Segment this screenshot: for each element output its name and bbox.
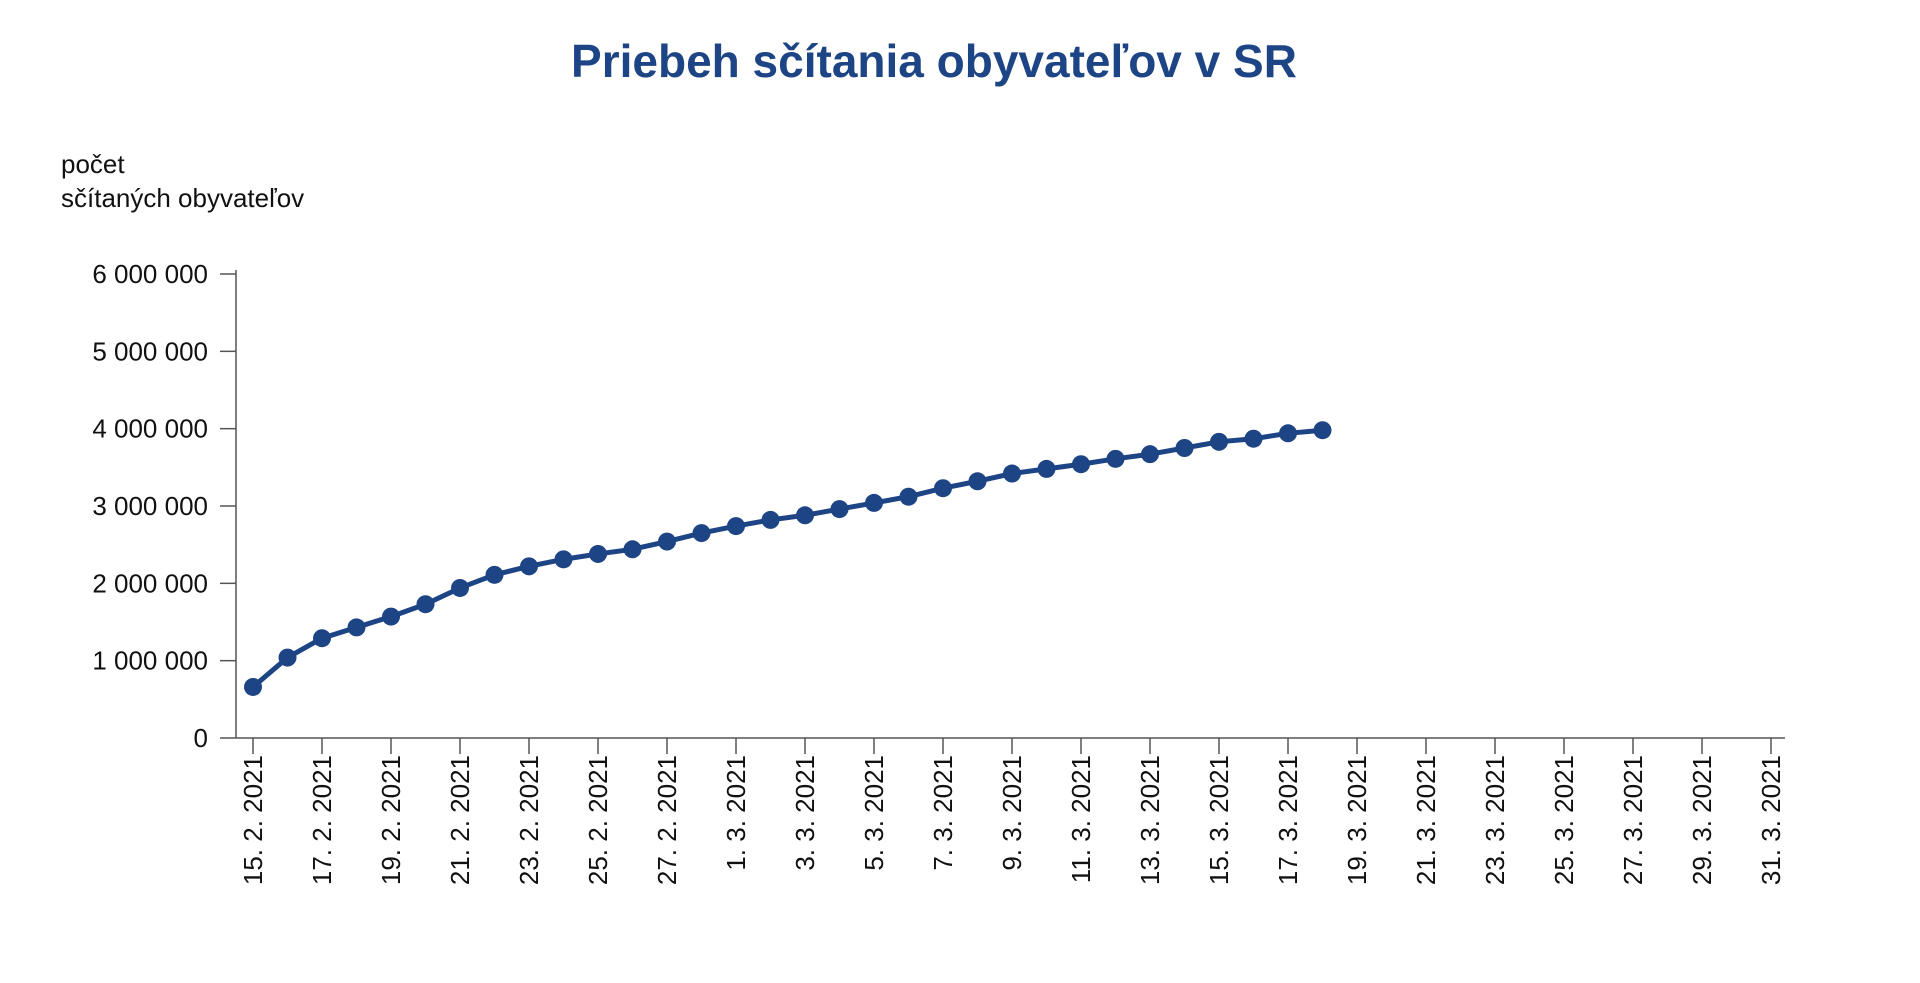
x-tick-label: 7. 3. 2021	[928, 755, 958, 871]
x-tick-label: 11. 3. 2021	[1066, 755, 1096, 883]
y-axis-label: počet sčítaných obyvateľov	[61, 147, 304, 215]
data-point	[520, 557, 538, 576]
y-tick-label: 6 000 000	[92, 259, 208, 289]
x-tick-label: 25. 2. 2021	[583, 755, 613, 885]
data-point	[623, 540, 642, 559]
data-point	[658, 532, 676, 551]
x-tick-label: 15. 2. 2021	[238, 755, 268, 885]
y-tick-label: 4 000 000	[92, 414, 208, 444]
x-tick-label: 23. 3. 2021	[1480, 755, 1510, 885]
data-point	[278, 648, 297, 667]
y-axis-label-line-1: počet	[61, 149, 125, 179]
x-tick-label: 13. 3. 2021	[1135, 755, 1165, 885]
x-tick-label: 19. 3. 2021	[1342, 755, 1372, 885]
x-tick-label: 27. 2. 2021	[652, 755, 682, 885]
data-point	[1210, 432, 1228, 451]
data-point	[1037, 459, 1056, 478]
data-point	[1003, 464, 1021, 483]
data-point	[1313, 421, 1332, 440]
data-point	[1244, 429, 1263, 448]
data-point	[244, 677, 262, 696]
x-tick-label: 23. 2. 2021	[514, 755, 544, 885]
data-point	[1072, 455, 1090, 474]
data-point	[382, 607, 400, 626]
data-point	[692, 524, 711, 543]
data-point	[761, 510, 780, 529]
x-tick-label: 1. 3. 2021	[721, 755, 751, 871]
data-point	[865, 493, 883, 512]
y-tick-label: 0	[194, 723, 208, 753]
x-tick-label: 15. 3. 2021	[1204, 755, 1234, 885]
data-point	[1106, 449, 1125, 468]
x-tick-label: 31. 3. 2021	[1756, 755, 1786, 885]
data-point	[1279, 424, 1297, 443]
y-tick-label: 5 000 000	[92, 336, 208, 366]
data-point	[589, 544, 607, 563]
y-tick-label: 3 000 000	[92, 491, 208, 521]
y-axis-label-line-2: sčítaných obyvateľov	[61, 183, 305, 213]
x-tick-label: 21. 3. 2021	[1411, 755, 1441, 885]
data-point	[968, 472, 987, 491]
y-tick-label: 1 000 000	[92, 646, 208, 676]
data-point	[554, 550, 573, 569]
data-point	[1141, 445, 1159, 464]
x-tick-label: 17. 3. 2021	[1273, 755, 1303, 885]
x-tick-label: 29. 3. 2021	[1687, 755, 1717, 885]
data-point	[934, 479, 952, 498]
x-tick-label: 5. 3. 2021	[859, 755, 889, 871]
chart-title: Priebeh sčítania obyvateľov v SR	[571, 35, 1297, 87]
x-tick-label: 27. 3. 2021	[1618, 755, 1648, 885]
data-point	[347, 618, 366, 637]
data-point	[796, 506, 814, 525]
data-point	[313, 629, 331, 648]
x-tick-label: 17. 2. 2021	[307, 755, 337, 885]
x-tick-label: 9. 3. 2021	[997, 755, 1027, 871]
data-point	[1175, 439, 1194, 457]
x-tick-label: 25. 3. 2021	[1549, 755, 1579, 885]
series-line	[251, 427, 1323, 689]
data-point	[485, 565, 504, 584]
data-point	[727, 517, 745, 536]
data-point	[451, 578, 469, 597]
data-point	[899, 487, 918, 506]
data-point	[830, 500, 849, 519]
x-tick-label: 19. 2. 2021	[376, 755, 406, 885]
x-tick-label: 21. 2. 2021	[445, 755, 475, 885]
data-point	[416, 595, 435, 614]
x-tick-label: 3. 3. 2021	[790, 755, 820, 871]
y-tick-label: 2 000 000	[92, 568, 208, 598]
